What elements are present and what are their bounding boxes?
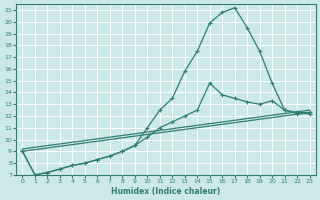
X-axis label: Humidex (Indice chaleur): Humidex (Indice chaleur) [111,187,221,196]
